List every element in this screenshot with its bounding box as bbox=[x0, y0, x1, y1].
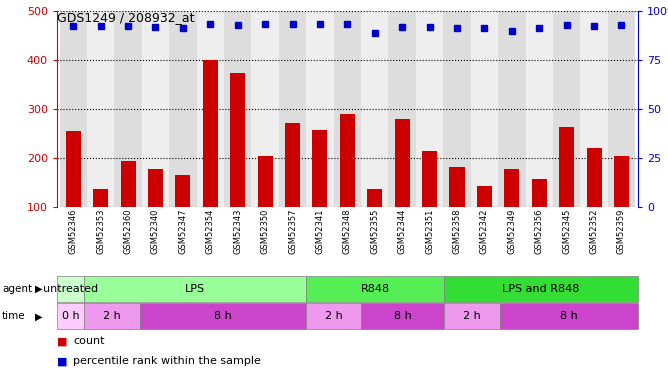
Bar bbox=[57, 303, 84, 329]
Bar bbox=[450, 167, 464, 256]
Text: percentile rank within the sample: percentile rank within the sample bbox=[73, 356, 261, 366]
Text: 0 h: 0 h bbox=[62, 311, 79, 321]
Bar bbox=[422, 151, 437, 256]
Bar bbox=[87, 11, 114, 207]
Bar bbox=[559, 128, 574, 256]
Text: ■: ■ bbox=[57, 336, 67, 346]
Bar bbox=[258, 156, 273, 256]
Bar bbox=[114, 11, 142, 207]
Text: ■: ■ bbox=[57, 356, 67, 366]
Text: ▶: ▶ bbox=[35, 284, 42, 294]
Text: 2 h: 2 h bbox=[463, 311, 481, 321]
Text: 2 h: 2 h bbox=[325, 311, 343, 321]
Bar bbox=[526, 11, 553, 207]
Bar bbox=[389, 11, 416, 207]
Bar bbox=[65, 131, 81, 256]
Text: untreated: untreated bbox=[43, 284, 98, 294]
Text: agent: agent bbox=[2, 284, 32, 294]
Bar bbox=[587, 148, 602, 256]
Text: time: time bbox=[2, 311, 25, 321]
Bar bbox=[93, 189, 108, 256]
Bar bbox=[361, 303, 444, 329]
Bar bbox=[500, 303, 638, 329]
Text: LPS and R848: LPS and R848 bbox=[502, 284, 580, 294]
Bar bbox=[504, 169, 520, 256]
Text: LPS: LPS bbox=[185, 284, 205, 294]
Bar bbox=[471, 11, 498, 207]
Bar bbox=[580, 11, 608, 207]
Bar bbox=[169, 11, 196, 207]
Bar bbox=[306, 276, 444, 302]
Text: count: count bbox=[73, 336, 105, 346]
Bar bbox=[498, 11, 526, 207]
Bar bbox=[477, 186, 492, 256]
Text: 8 h: 8 h bbox=[214, 311, 232, 321]
Text: 8 h: 8 h bbox=[560, 311, 578, 321]
Bar bbox=[251, 11, 279, 207]
Bar bbox=[444, 276, 638, 302]
Bar bbox=[361, 11, 389, 207]
Bar bbox=[57, 276, 84, 302]
Bar bbox=[367, 189, 382, 256]
Bar bbox=[230, 72, 245, 256]
Text: 8 h: 8 h bbox=[394, 311, 411, 321]
Bar bbox=[553, 11, 580, 207]
Bar bbox=[59, 11, 87, 207]
Bar bbox=[395, 119, 409, 256]
Text: R848: R848 bbox=[361, 284, 389, 294]
Bar bbox=[224, 11, 251, 207]
Bar bbox=[203, 60, 218, 256]
Bar bbox=[84, 276, 306, 302]
Bar bbox=[196, 11, 224, 207]
Bar bbox=[148, 169, 163, 256]
Bar bbox=[532, 179, 547, 256]
Bar bbox=[306, 303, 361, 329]
Bar bbox=[333, 11, 361, 207]
Text: ▶: ▶ bbox=[35, 311, 42, 321]
Bar bbox=[340, 114, 355, 256]
Bar bbox=[84, 303, 140, 329]
Bar bbox=[120, 161, 136, 256]
Bar bbox=[175, 176, 190, 256]
Bar bbox=[444, 11, 471, 207]
Bar bbox=[279, 11, 306, 207]
Bar bbox=[313, 130, 327, 256]
Text: 2 h: 2 h bbox=[104, 311, 121, 321]
Bar bbox=[142, 11, 169, 207]
Bar bbox=[444, 303, 500, 329]
Bar bbox=[140, 303, 306, 329]
Bar bbox=[608, 11, 635, 207]
Bar bbox=[614, 156, 629, 256]
Text: GDS1249 / 208932_at: GDS1249 / 208932_at bbox=[57, 11, 194, 24]
Bar bbox=[285, 123, 300, 256]
Bar bbox=[416, 11, 444, 207]
Bar bbox=[306, 11, 333, 207]
